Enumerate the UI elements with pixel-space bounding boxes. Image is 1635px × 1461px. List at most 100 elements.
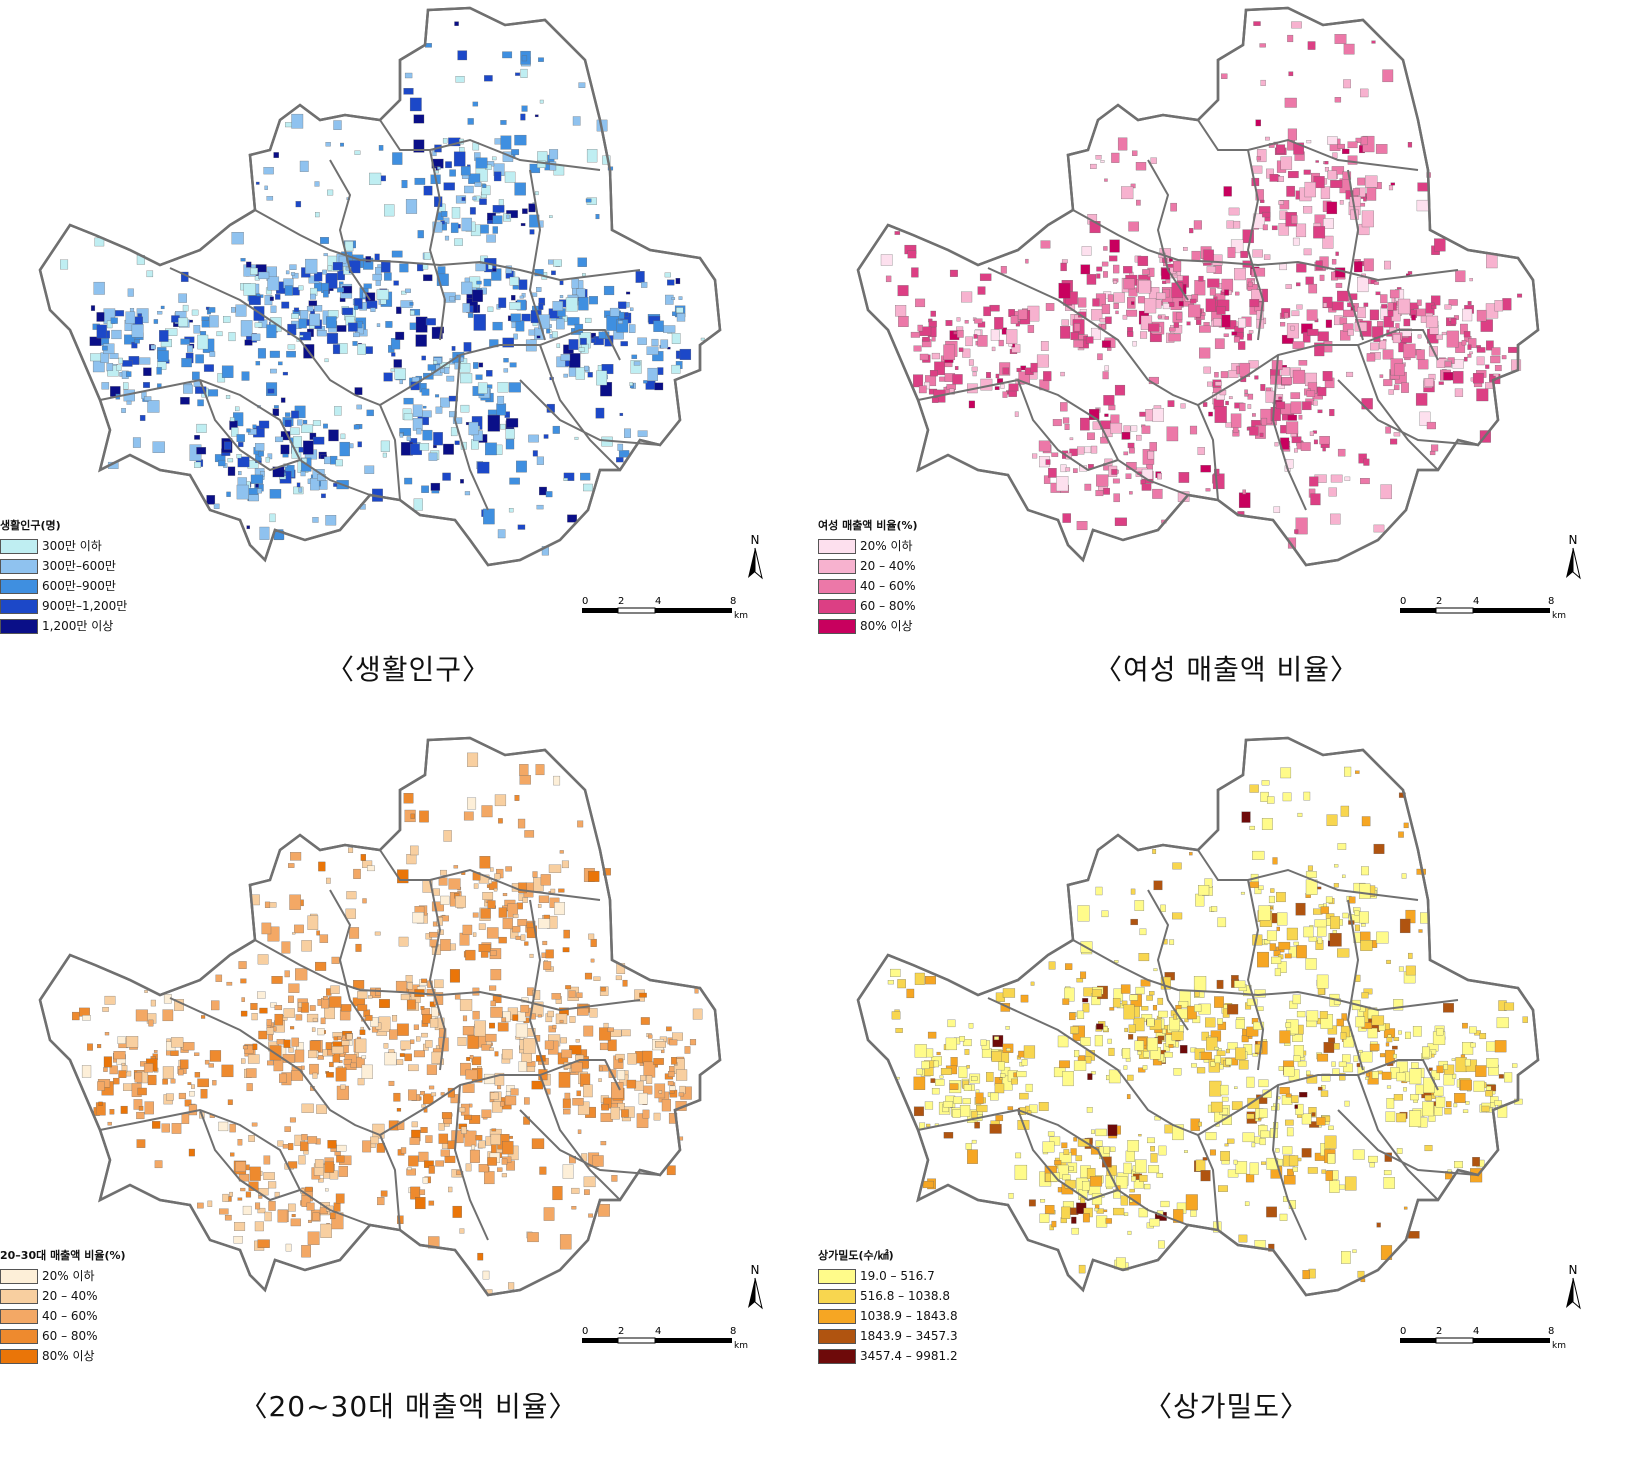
legend-label: 20% 이하 — [860, 539, 913, 553]
legend-item: 60 – 80% — [0, 1326, 126, 1346]
north-label: N — [751, 533, 760, 547]
legend-swatch — [0, 1288, 38, 1304]
legend-item: 600만–900만 — [0, 576, 127, 596]
district-boundary — [1072, 209, 1459, 282]
seoul-map — [38, 6, 722, 567]
scale-and-north-arrow: N 0 2 4 8 km — [1400, 1263, 1581, 1351]
legend-label: 40 – 60% — [860, 579, 916, 593]
legend-label: 80% 이상 — [42, 1349, 95, 1363]
seoul-boundary — [38, 736, 722, 1297]
legend-label: 20 – 40% — [42, 1289, 98, 1303]
scale-tick: 8 — [1548, 596, 1554, 607]
legend-item: 300만 이하 — [0, 536, 127, 556]
seoul-map — [38, 736, 722, 1297]
district-boundary — [379, 404, 401, 501]
district-boundary — [1246, 879, 1265, 1071]
legend-swatch — [0, 618, 38, 634]
district-boundary — [379, 1134, 401, 1231]
legend-swatch — [0, 598, 38, 614]
district-boundary — [1017, 379, 1119, 472]
legend-item: 516.8 – 1038.8 — [818, 1286, 958, 1306]
map-caption: 〈상가밀도〉 — [1143, 1390, 1310, 1423]
legend-label: 20% 이하 — [42, 1269, 95, 1283]
legend-item: 1,200만 이상 — [0, 616, 127, 636]
legend-item: 40 – 60% — [0, 1306, 126, 1326]
district-boundary — [519, 1109, 661, 1176]
scale-tick: 0 — [1400, 596, 1406, 607]
district-boundary — [528, 899, 546, 1071]
district-boundary — [528, 169, 546, 341]
legend-swatch — [818, 1348, 856, 1364]
map-caption: 〈20~30대 매출액 비율〉 — [239, 1390, 578, 1423]
legend-label: 600만–900만 — [42, 579, 116, 593]
legend-swatch — [818, 598, 856, 614]
legend-item: 300만–600만 — [0, 556, 127, 576]
legend-item: 1843.9 – 3457.3 — [818, 1326, 958, 1346]
district-boundary — [1017, 1109, 1119, 1202]
legend-swatch — [818, 618, 856, 634]
scale-tick: 0 — [1400, 1326, 1406, 1337]
district-boundary — [1337, 379, 1479, 446]
district-boundary — [329, 889, 371, 1031]
district-boundary — [1197, 849, 1419, 901]
map-panel-living-population: 생활인구(명) 300만 이하 300만–600만 600만–900만 900만… — [0, 0, 817, 730]
district-boundary — [428, 879, 447, 1071]
district-boundary — [1072, 939, 1459, 1012]
district-boundary — [539, 1074, 621, 1201]
district-boundary — [99, 378, 371, 496]
legend-item: 40 – 60% — [818, 576, 918, 596]
legend-swatch — [0, 1268, 38, 1284]
legend-label: 300만–600만 — [42, 559, 116, 573]
district-boundary — [519, 379, 661, 446]
district-boundary — [379, 849, 601, 901]
legend-item: 3457.4 – 9981.2 — [818, 1346, 958, 1366]
map-legend: 생활인구(명) 300만 이하 300만–600만 600만–900만 900만… — [0, 516, 127, 636]
district-boundary — [1357, 344, 1439, 471]
legend-swatch — [0, 558, 38, 574]
district-boundary — [428, 149, 447, 341]
legend-label: 80% 이상 — [860, 619, 913, 633]
map-caption: 〈생활인구〉 — [325, 653, 492, 686]
seoul-map — [856, 736, 1540, 1297]
legend-item: 20 – 40% — [818, 556, 918, 576]
legend-item: 80% 이상 — [818, 616, 918, 636]
district-boundary — [169, 267, 621, 407]
scale-tick: 2 — [1436, 596, 1442, 607]
scale-unit: km — [734, 1341, 748, 1351]
district-boundary — [199, 379, 301, 472]
scale-and-north-arrow: N 0 2 4 8 km — [1400, 533, 1581, 621]
legend-label: 1,200만 이상 — [42, 619, 114, 633]
legend-swatch — [0, 1328, 38, 1344]
district-boundary — [329, 159, 371, 301]
legend-swatch — [0, 1348, 38, 1364]
seoul-boundary — [38, 6, 722, 567]
scale-tick: 8 — [1548, 1326, 1554, 1337]
district-boundary — [917, 378, 1189, 496]
scale-tick: 4 — [655, 1326, 661, 1337]
scale-tick: 0 — [582, 596, 588, 607]
district-boundary — [1147, 889, 1189, 1031]
legend-swatch — [818, 578, 856, 594]
district-boundary — [1246, 149, 1265, 341]
district-boundary — [1346, 169, 1364, 341]
scale-unit: km — [1552, 1341, 1566, 1351]
legend-item: 80% 이상 — [0, 1346, 126, 1366]
district-boundary — [254, 209, 641, 282]
legend-title: 상가밀도(수/㎢) — [818, 1249, 894, 1262]
legend-label: 60 – 80% — [42, 1329, 98, 1343]
north-label: N — [1569, 533, 1578, 547]
district-boundary — [1357, 1074, 1439, 1201]
north-arrow-icon: N — [748, 1263, 763, 1310]
legend-title: 여성 매출액 비율(%) — [818, 519, 918, 532]
district-boundary — [169, 997, 621, 1137]
district-boundary — [453, 354, 489, 511]
legend-swatch — [818, 1308, 856, 1324]
legend-item: 900만–1,200만 — [0, 596, 127, 616]
legend-label: 20 – 40% — [860, 559, 916, 573]
legend-swatch — [0, 538, 38, 554]
district-boundary — [987, 267, 1439, 407]
district-boundary — [917, 1108, 1189, 1226]
district-boundary — [379, 119, 601, 171]
scale-tick: 4 — [1473, 1326, 1479, 1337]
legend-label: 300만 이하 — [42, 539, 102, 553]
